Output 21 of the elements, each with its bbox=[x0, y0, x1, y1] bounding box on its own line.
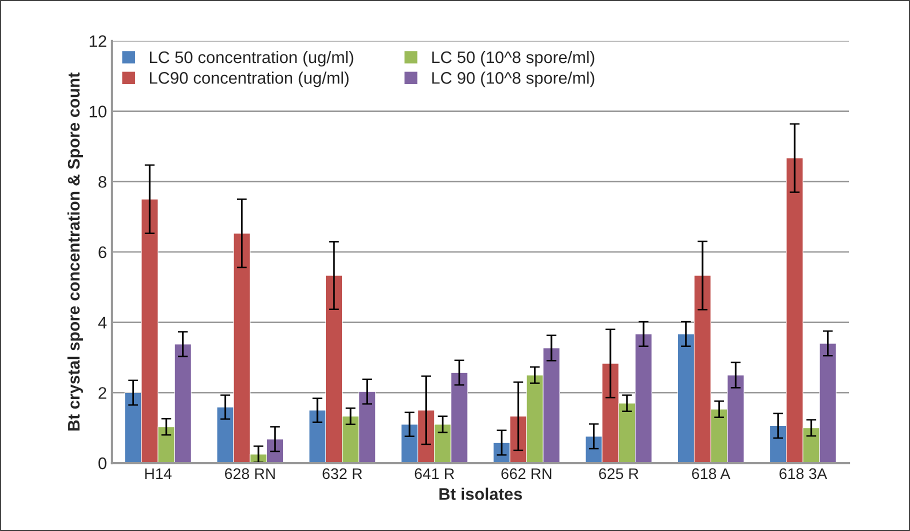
x-tick-label: 632 R bbox=[322, 468, 362, 480]
x-tick-label: 625 R bbox=[599, 468, 638, 480]
legend-label: LC 50 (10^8 spore/ml) bbox=[432, 50, 594, 67]
y-tick-label: 2 bbox=[98, 387, 106, 399]
y-tick-label: 0 bbox=[98, 457, 106, 470]
y-tick-label: 6 bbox=[98, 246, 106, 258]
x-tick-label: 628 RN bbox=[225, 468, 275, 480]
y-axis-title: Bt crystal spore concentration & Spore count bbox=[67, 72, 83, 430]
x-axis-title: Bt isolates bbox=[439, 488, 522, 500]
x-tick-label: 618 3A bbox=[780, 468, 828, 480]
y-tick-label: 12 bbox=[90, 35, 106, 47]
x-tick-label: 662 RN bbox=[501, 468, 552, 480]
x-tick-label: 641 R bbox=[414, 468, 454, 480]
y-tick-label: 4 bbox=[98, 316, 107, 328]
x-tick-label: H14 bbox=[145, 468, 172, 479]
y-tick-label: 8 bbox=[98, 176, 106, 188]
legend-label: LC90 concentration (ug/ml) bbox=[150, 72, 349, 88]
x-tick-label: 618 A bbox=[692, 468, 730, 480]
legend-label: LC 90 (10^8 spore/ml) bbox=[432, 72, 594, 88]
legend-label: LC 50 concentration (ug/ml) bbox=[150, 50, 354, 67]
y-tick-label: 10 bbox=[90, 106, 106, 118]
